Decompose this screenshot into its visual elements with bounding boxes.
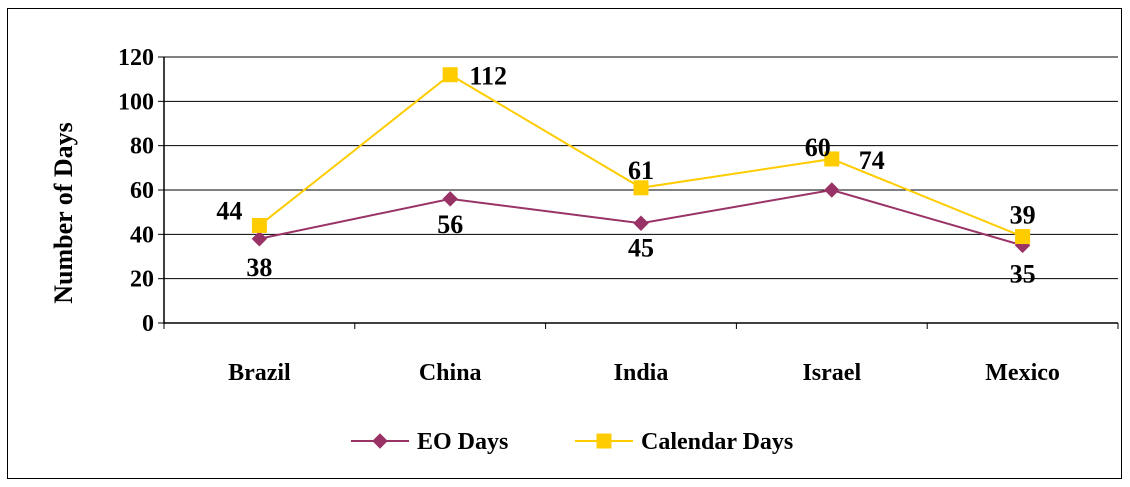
y-tick-label: 40 [130,222,154,248]
legend-marker [596,433,612,449]
data-label: 60 [805,133,831,162]
data-point-marker [633,215,649,231]
data-point-marker [251,217,267,233]
x-tick-label: Mexico [985,360,1060,386]
data-point-marker [633,180,649,196]
legend-label: EO Days [417,429,508,455]
data-label: 38 [246,253,272,282]
data-point-marker [824,151,840,167]
axes: 0 20 40 60 80 100 120 Brazil China India Israel Mex… [118,45,1119,386]
series-lines [251,67,1031,254]
x-tick-label: India [614,360,669,386]
data-point-marker [1015,229,1031,245]
data-point-marker [442,191,458,207]
data-label: 74 [859,146,885,175]
data-point-marker [442,67,458,83]
y-tick-label: 0 [142,311,154,337]
data-label: 112 [469,62,507,91]
chart-frame [7,8,1122,479]
data-point-marker [251,231,268,247]
legend-marker [372,433,388,449]
gridlines [164,56,1118,280]
data-label: 44 [216,196,242,225]
y-tick-label: 20 [130,267,154,293]
data-labels: 38 56 45 60 35 44 112 61 74 39 [216,62,1035,289]
data-label: 61 [628,156,654,185]
x-tick-label: Israel [802,360,861,386]
data-point-marker [824,182,840,198]
x-tick-label: China [419,360,482,386]
y-tick-label: 120 [118,45,154,71]
data-label: 56 [437,210,463,239]
y-tick-label: 60 [130,178,154,204]
data-label: 35 [1010,259,1036,288]
data-label: 45 [628,233,654,262]
y-tick-label: 80 [130,134,154,160]
data-label: 39 [1010,201,1036,230]
legend-label: Calendar Days [641,429,793,455]
y-tick-label: 100 [118,89,154,115]
legend: EO Days Calendar Days [351,429,793,455]
x-tick-label: Brazil [228,360,291,386]
y-axis-title: Number of Days [49,122,78,304]
